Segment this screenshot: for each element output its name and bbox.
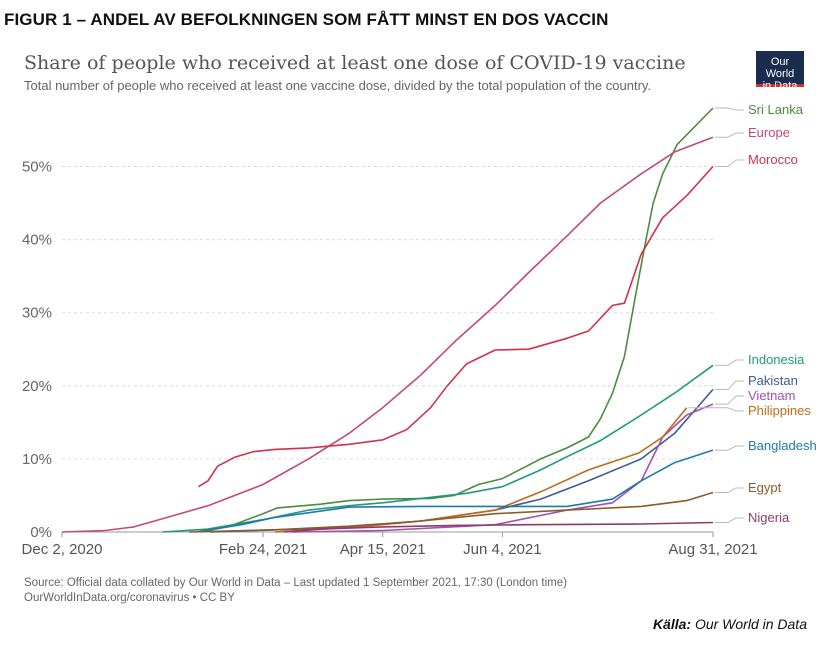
- y-tick-label: 50%: [22, 158, 52, 175]
- series-label: Egypt: [748, 480, 782, 495]
- credit-prefix: Källa:: [652, 616, 692, 632]
- chart-title: Share of people who received at least on…: [24, 52, 686, 74]
- series-connector: [715, 132, 744, 138]
- series-connector: [715, 359, 744, 366]
- series-label: Morocco: [748, 152, 798, 167]
- series-label: Europe: [748, 125, 790, 140]
- series-connector: [715, 107, 744, 111]
- series-line-bangladesh: [195, 449, 714, 533]
- series-line-nigeria: [284, 521, 714, 533]
- series-connector: [688, 407, 744, 412]
- source-line-2: OurWorldInData.org/coronavirus • CC BY: [24, 592, 235, 604]
- y-tick-label: 0%: [30, 524, 52, 541]
- x-tick-label: Aug 31, 2021: [668, 541, 757, 558]
- series-label: Bangladesh: [748, 438, 817, 453]
- credit-note: Källa: Our World in Data: [653, 616, 807, 632]
- series-line-pakistan: [210, 388, 714, 533]
- series-line-morocco: [197, 165, 714, 488]
- x-tick-label: Feb 24, 2021: [219, 541, 307, 558]
- credit-text: Our World in Data: [694, 616, 807, 632]
- x-tick-label: Apr 15, 2021: [340, 541, 426, 558]
- y-tick-label: 30%: [22, 305, 52, 322]
- series-line-europe: [61, 136, 714, 533]
- figure-label: FIGUR 1 – ANDEL AV BEFOLKNINGEN SOM FÅTT…: [4, 10, 609, 29]
- series-line-sri-lanka: [200, 107, 714, 533]
- y-tick-label: 20%: [22, 378, 52, 395]
- series-connector: [715, 445, 744, 451]
- series-line-philippines: [274, 407, 688, 533]
- series-label: Philippines: [748, 403, 811, 418]
- series-connector: [715, 395, 744, 405]
- our-world-in-data-logo[interactable]: Our World in Data: [756, 51, 804, 92]
- series-connector: [715, 487, 744, 494]
- series-connector: [715, 159, 744, 167]
- source-line-1: Source: Official data collated by Our Wo…: [24, 577, 567, 589]
- y-tick-label: 40%: [22, 232, 52, 249]
- logo-line-1: Our World: [765, 56, 795, 80]
- x-tick-label: Jun 4, 2021: [463, 541, 541, 558]
- y-tick-label: 10%: [22, 451, 52, 468]
- series-line-egypt: [188, 491, 714, 533]
- series-connector: [715, 517, 744, 523]
- source-note: Source: Official data collated by Our Wo…: [24, 576, 567, 606]
- series-label: Vietnam: [748, 388, 795, 403]
- x-tick-label: Dec 2, 2020: [22, 541, 103, 558]
- series-label: Sri Lanka: [748, 102, 804, 117]
- series-connector: [715, 380, 744, 390]
- logo-line-2: in Data: [762, 80, 798, 92]
- series-line-vietnam: [291, 403, 714, 533]
- chart-subtitle: Total number of people who received at l…: [24, 78, 652, 93]
- series-label: Pakistan: [748, 373, 798, 388]
- series-label: Indonesia: [748, 352, 805, 367]
- series-label: Nigeria: [748, 510, 790, 525]
